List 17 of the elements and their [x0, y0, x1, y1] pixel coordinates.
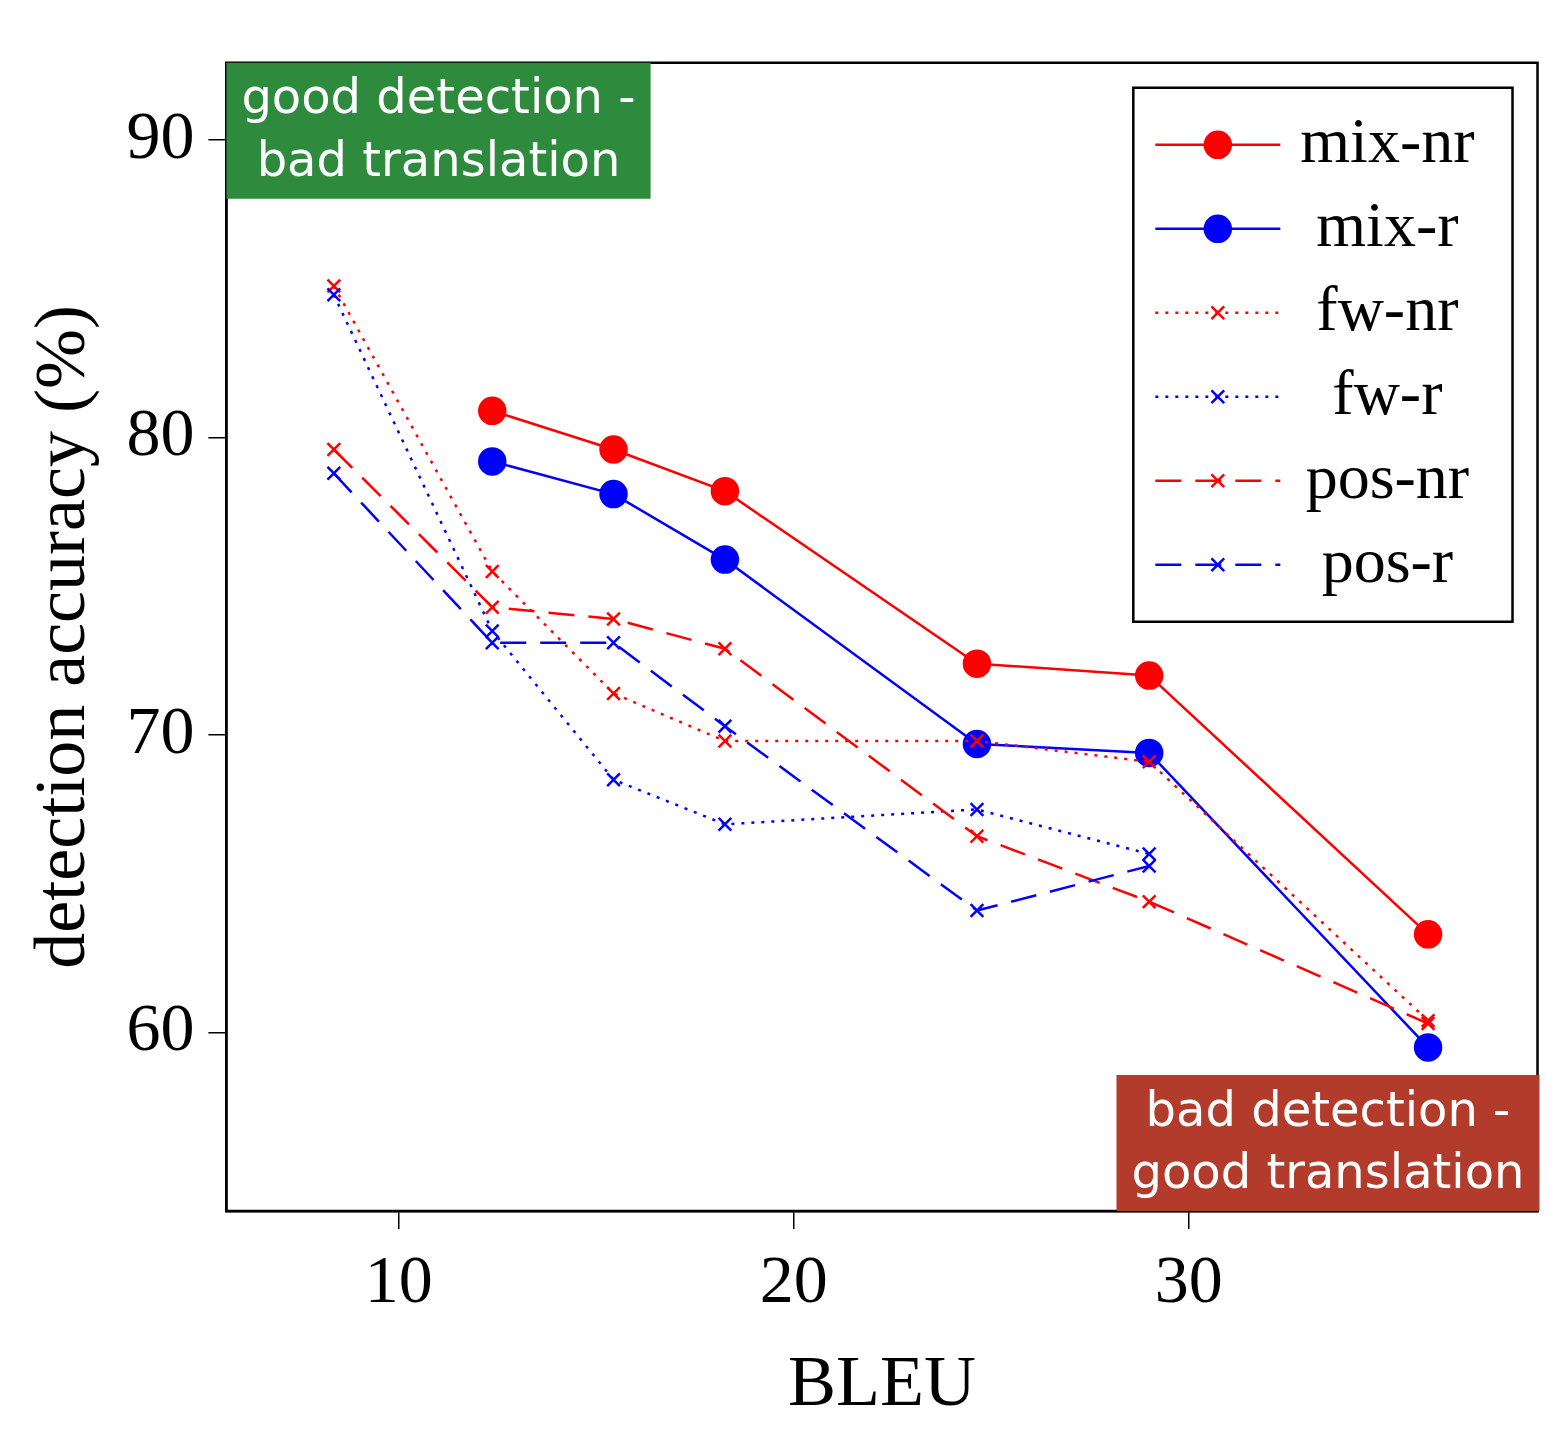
legend-label: pos-r [1321, 524, 1454, 596]
x-axis-title: BLEU [787, 1340, 976, 1421]
x-tick-label: 10 [364, 1240, 433, 1317]
x-tick-label: 30 [1154, 1240, 1223, 1317]
annotation: bad detection - good translation [1131, 1080, 1525, 1200]
legend-label: pos-nr [1305, 440, 1470, 512]
legend-label: mix-nr [1300, 104, 1475, 176]
legend-label: fw-r [1332, 356, 1443, 428]
y-tick-label: 80 [126, 394, 195, 471]
y-axis-title: detection accuracy (%) [20, 305, 101, 969]
annotation: good detection - bad translation [241, 68, 636, 187]
legend-label: mix-r [1316, 188, 1459, 260]
legend-label: fw-nr [1316, 272, 1459, 344]
y-tick-label: 60 [126, 989, 195, 1066]
y-tick-label: 70 [126, 691, 195, 768]
x-tick-label: 20 [759, 1240, 828, 1317]
y-tick-label: 90 [126, 97, 195, 173]
